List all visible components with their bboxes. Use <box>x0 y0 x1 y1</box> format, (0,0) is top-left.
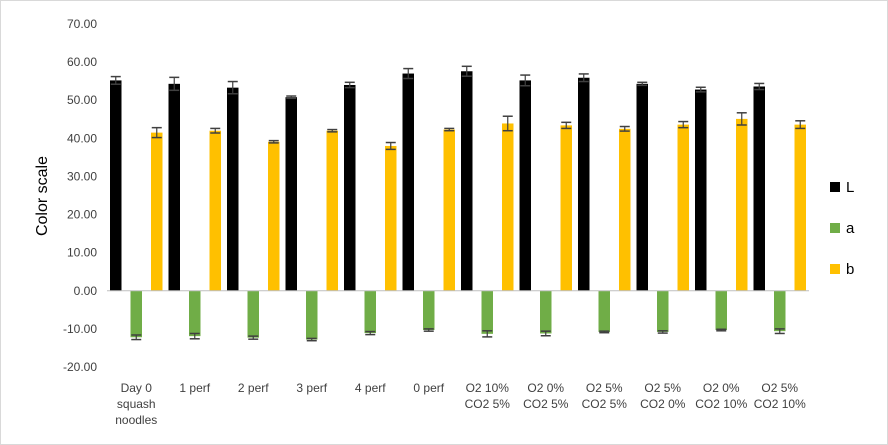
bar-b <box>794 124 806 291</box>
bar-b <box>326 130 338 291</box>
bar-L <box>636 83 648 291</box>
error-bars <box>110 65 806 342</box>
x-category-label: O2 10% CO2 5% <box>465 381 511 411</box>
bar-L <box>695 89 707 291</box>
bar-L <box>461 71 473 291</box>
bar-a <box>598 290 610 332</box>
bar-L <box>168 83 180 291</box>
y-tick-label: 70.00 <box>67 17 97 31</box>
x-category-label: 3 perf <box>296 381 327 395</box>
y-tick-label: 10.00 <box>67 246 97 260</box>
x-category-label: 1 perf <box>179 381 210 395</box>
bar-L <box>578 77 590 291</box>
legend-label-a: a <box>846 220 855 237</box>
bar-b <box>560 125 572 291</box>
bar-L <box>753 86 765 291</box>
x-category-label: O2 0% CO2 10% <box>695 381 747 411</box>
bar-a <box>715 290 727 331</box>
y-tick-label: 50.00 <box>67 93 97 107</box>
legend-label-b: b <box>846 261 854 278</box>
legend-swatch-a <box>830 223 840 233</box>
bar-b <box>502 123 514 291</box>
bar-a <box>481 290 493 334</box>
legend: La b <box>830 179 855 278</box>
y-axis-ticks: -20.00 -10.00 0.00 10.00 20.00 30.00 40.00 50.0… <box>63 17 97 374</box>
x-category-label: Day 0 squash noodles <box>115 381 157 427</box>
y-tick-label: 40.00 <box>67 131 97 145</box>
bar-L <box>344 84 356 291</box>
x-axis-labels: Day 0 squash noodles 1 perf 2 perf 3 perf 4 pe… <box>115 381 806 427</box>
x-category-label: 4 perf <box>355 381 386 395</box>
x-category-label: O2 0% CO2 5% <box>523 381 569 411</box>
bar-L <box>402 73 414 291</box>
x-category-label: O2 5% CO2 0% <box>640 381 686 411</box>
y-axis-title: Color scale <box>34 156 51 236</box>
bar-a <box>247 290 259 338</box>
x-category-label: O2 5% CO2 10% <box>754 381 806 411</box>
y-tick-label: 60.00 <box>67 55 97 69</box>
bar-b <box>268 141 280 291</box>
bar-b <box>209 130 221 291</box>
x-category-label: 2 perf <box>238 381 269 395</box>
bar-L <box>110 80 122 291</box>
bar-a <box>774 290 786 332</box>
bar-a <box>189 290 201 337</box>
bar-b <box>151 132 163 291</box>
bar-groups <box>110 71 806 340</box>
bar-a <box>657 290 669 332</box>
y-tick-label: -20.00 <box>63 360 97 374</box>
bar-b <box>443 129 455 291</box>
bar-L <box>227 87 239 291</box>
y-tick-label: 20.00 <box>67 208 97 222</box>
legend-swatch-L <box>830 182 840 192</box>
bar-b <box>677 124 689 291</box>
bar-b <box>619 128 631 291</box>
bar-a <box>540 290 552 334</box>
bar-a <box>130 290 142 338</box>
y-tick-label: 30.00 <box>67 169 97 183</box>
bar-b <box>736 118 748 291</box>
y-tick-label: 0.00 <box>74 284 98 298</box>
x-category-label: O2 5% CO2 5% <box>582 381 628 411</box>
y-tick-label: -10.00 <box>63 322 97 336</box>
bar-a <box>306 290 318 340</box>
legend-label-L: L <box>846 179 854 196</box>
bar-a <box>423 290 435 331</box>
bar-L <box>285 97 297 291</box>
x-category-label: 0 perf <box>413 381 444 395</box>
bar-a <box>364 290 376 334</box>
legend-swatch-b <box>830 264 840 274</box>
bar-b <box>385 145 397 291</box>
bar-L <box>519 80 531 291</box>
